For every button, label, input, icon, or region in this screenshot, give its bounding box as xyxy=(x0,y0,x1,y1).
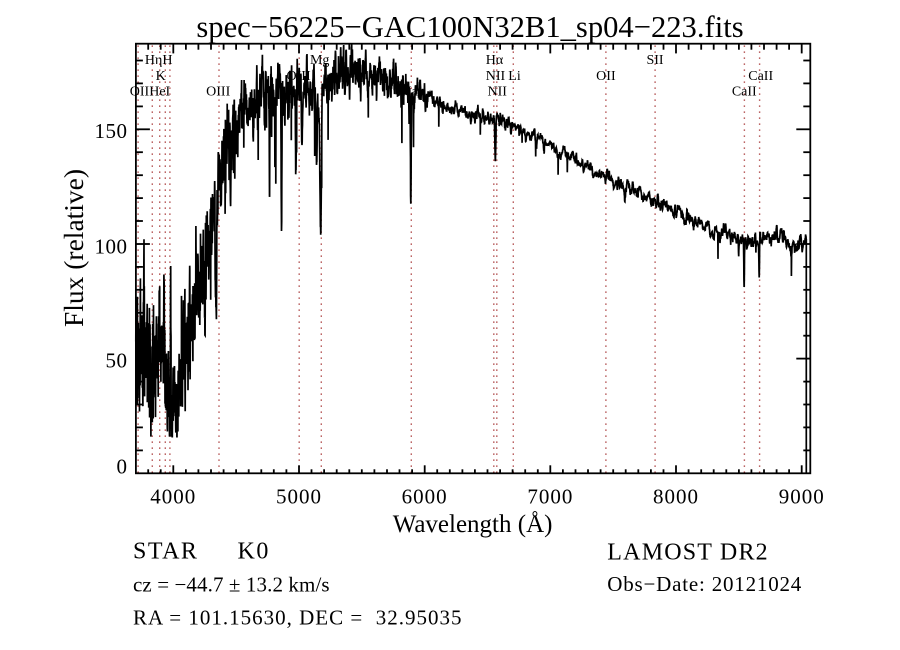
svg-text:Hα: Hα xyxy=(486,53,504,68)
svg-text:LAMOST DR2: LAMOST DR2 xyxy=(607,540,769,566)
svg-text:0: 0 xyxy=(117,455,128,479)
svg-text:100: 100 xyxy=(95,234,128,258)
svg-text:Wavelength (Å): Wavelength (Å) xyxy=(393,511,553,538)
svg-text:OIIHeI: OIIHeI xyxy=(130,85,171,100)
svg-text:OIII: OIII xyxy=(287,69,311,84)
svg-text:CaII: CaII xyxy=(732,85,757,100)
svg-text:Flux (relative): Flux (relative) xyxy=(58,169,89,327)
svg-text:HηH: HηH xyxy=(145,53,173,68)
svg-text:K: K xyxy=(156,69,166,84)
svg-text:7000: 7000 xyxy=(527,485,573,509)
svg-text:Obs−Date: 20121024: Obs−Date: 20121024 xyxy=(607,572,802,596)
svg-text:spec−56225−GAC100N32B1_sp04−22: spec−56225−GAC100N32B1_sp04−223.fits xyxy=(196,10,743,44)
svg-text:OIII: OIII xyxy=(206,85,230,100)
svg-text:SII: SII xyxy=(646,53,663,68)
svg-text:NII: NII xyxy=(487,85,507,100)
svg-text:STAR: STAR xyxy=(133,539,198,565)
svg-text:Mg: Mg xyxy=(310,53,329,68)
svg-text:50: 50 xyxy=(106,348,128,372)
svg-text:cz = −44.7 ± 13.2 km/s: cz = −44.7 ± 13.2 km/s xyxy=(133,573,330,597)
svg-text:NII: NII xyxy=(486,69,506,84)
svg-text:Na: Na xyxy=(401,85,418,100)
svg-text:4000: 4000 xyxy=(150,485,196,509)
svg-text:8000: 8000 xyxy=(653,485,699,509)
svg-text:K0: K0 xyxy=(238,539,270,565)
svg-text:OII: OII xyxy=(596,69,616,84)
svg-text:6000: 6000 xyxy=(402,485,448,509)
svg-text:9000: 9000 xyxy=(779,485,825,509)
svg-text:5000: 5000 xyxy=(276,485,322,509)
svg-text:CaII: CaII xyxy=(748,69,773,84)
svg-text:Li: Li xyxy=(508,69,521,84)
svg-text:RA = 101.15630, DEC = 32.9503: RA = 101.15630, DEC = 32.95035 xyxy=(133,606,462,630)
svg-text:150: 150 xyxy=(95,119,128,143)
